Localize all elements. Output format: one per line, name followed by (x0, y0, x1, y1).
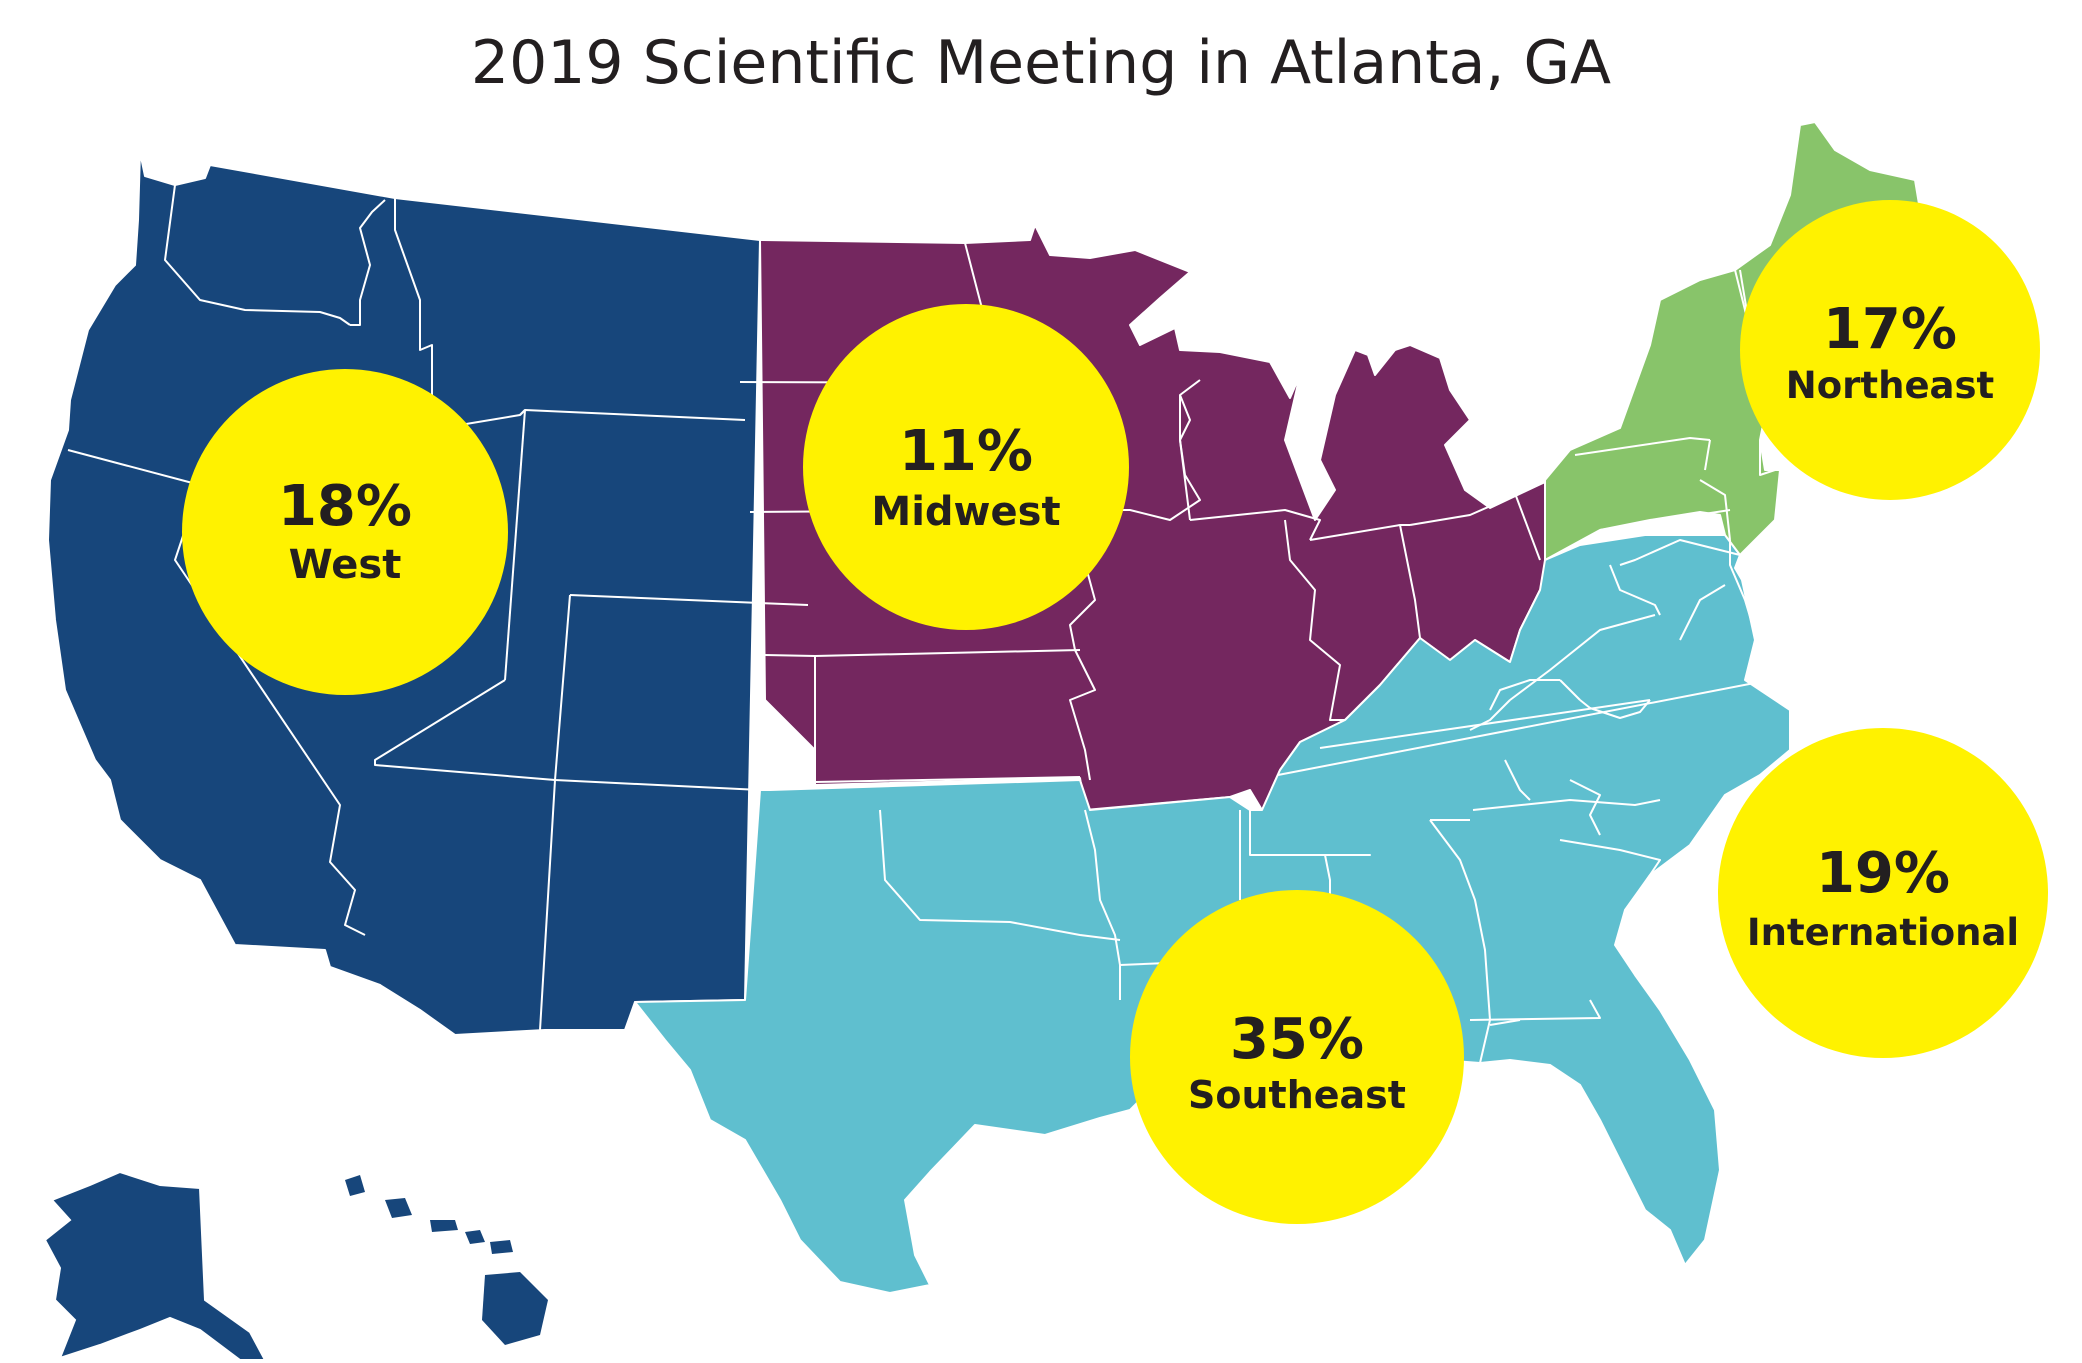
bubble-international-label: International (1747, 911, 2019, 954)
bubble-west-percent: 18% (278, 474, 412, 539)
bubble-international-circle (1718, 728, 2048, 1058)
bubble-midwest-label: Midwest (871, 489, 1060, 535)
bubble-west-label: West (289, 542, 402, 588)
bubble-southeast-label: Southeast (1188, 1073, 1406, 1117)
bubble-international: 19% International (1718, 728, 2048, 1058)
bubble-northeast-percent: 17% (1823, 297, 1957, 362)
map-title: 2019 Scientific Meeting in Atlanta, GA (470, 28, 1612, 98)
bubble-midwest-circle (803, 304, 1129, 630)
bubble-northeast: 17% Northeast (1740, 200, 2040, 500)
bubble-southeast: 35% Southeast (1130, 890, 1464, 1224)
bubble-midwest: 11% Midwest (803, 304, 1129, 630)
bubble-midwest-percent: 11% (899, 419, 1033, 484)
bubble-southeast-percent: 35% (1230, 1007, 1364, 1072)
bubble-northeast-label: Northeast (1786, 364, 1994, 407)
bubble-west-circle (182, 369, 508, 695)
bubble-northeast-circle (1740, 200, 2040, 500)
region-west-alaska (43, 1170, 267, 1361)
bubble-west: 18% West (182, 369, 508, 695)
region-west-hawaii (345, 1175, 548, 1345)
bubble-international-percent: 19% (1816, 841, 1950, 906)
bubble-southeast-circle (1130, 890, 1464, 1224)
